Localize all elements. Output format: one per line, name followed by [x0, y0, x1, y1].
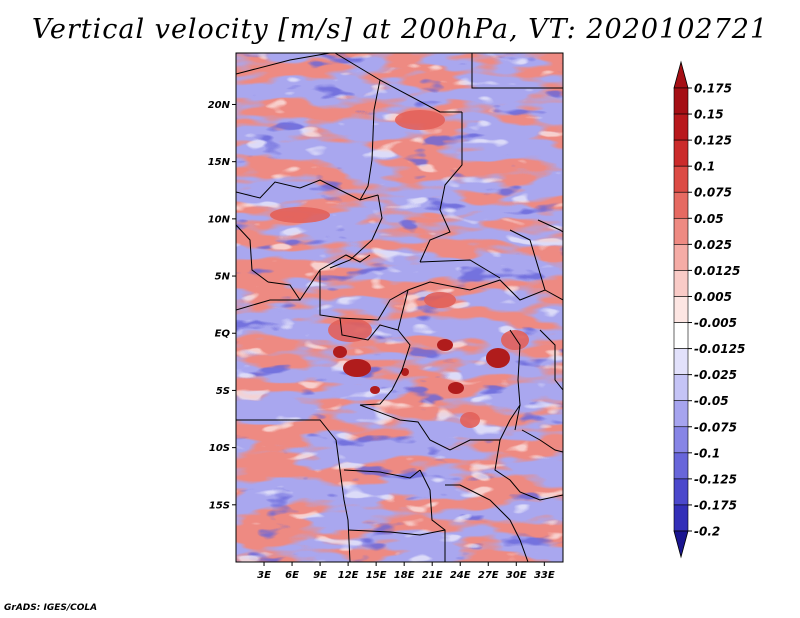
colorbar-label: -0.2 — [694, 525, 720, 539]
colorbar-over-triangle — [673, 60, 689, 89]
colorbar-label: 0.025 — [694, 238, 732, 252]
colorbar-label: -0.075 — [694, 420, 737, 434]
lon-tick-label: 30E — [506, 570, 527, 581]
lat-tick-label: 10N — [208, 214, 231, 225]
colorbar-swatch — [673, 244, 689, 271]
colorbar-swatch — [673, 426, 689, 454]
plot-title: Vertical velocity [m/s] at 200hPa, VT: 2… — [31, 14, 769, 45]
velocity-field — [236, 53, 563, 562]
lon-tick-label: 15E — [366, 570, 387, 581]
map-frame — [235, 52, 564, 563]
lat-tick-label: 5N — [215, 272, 231, 283]
country-borders — [236, 53, 563, 562]
colorbar-label: -0.0125 — [694, 342, 745, 356]
colorbar-swatch — [673, 296, 689, 323]
lat-tick-label: 15N — [208, 157, 231, 168]
colorbar-label: 0.075 — [694, 186, 732, 200]
colorbar-label: -0.05 — [694, 394, 729, 408]
colorbar-under-triangle — [673, 530, 689, 559]
lat-tick-label: 5S — [216, 386, 230, 397]
strong-ascent-spots — [333, 339, 510, 394]
colorbar: 0.175 0.15 0.125 0.1 0.075 0.05 0.025 0.0125 0.0… — [673, 60, 745, 559]
lon-tick-label: 6E — [285, 570, 299, 581]
colorbar-swatch — [673, 270, 689, 297]
lat-tick-label: EQ — [215, 329, 231, 340]
lon-tick-label: 18E — [394, 570, 415, 581]
colorbar-swatch — [673, 165, 689, 193]
field-white-texture — [236, 53, 563, 562]
colorbar-swatch — [673, 322, 689, 349]
colorbar-label: -0.025 — [694, 368, 737, 382]
lon-tick-label: 12E — [338, 570, 359, 581]
colorbar-label: 0.15 — [694, 108, 724, 122]
lat-tick-label: 10S — [209, 443, 230, 454]
colorbar-swatch — [673, 87, 689, 115]
lat-tick-label: 15S — [209, 500, 230, 511]
latitude-axis: 20N 15N 10N 5N EQ 5S 10S 15S — [208, 100, 236, 511]
lon-tick-label: 9E — [313, 570, 327, 581]
colorbar-swatch — [673, 400, 689, 428]
colorbar-label: 0.0125 — [694, 264, 740, 278]
colorbar-swatch — [673, 504, 689, 532]
colorbar-swatch — [673, 478, 689, 506]
colorbar-label: -0.005 — [694, 316, 737, 330]
colorbar-label: -0.1 — [694, 446, 720, 460]
colorbar-label: -0.125 — [694, 472, 737, 486]
colorbar-label: 0.05 — [694, 212, 724, 226]
colorbar-swatch — [673, 348, 689, 375]
colorbar-label: 0.005 — [694, 290, 732, 304]
lon-tick-label: 24E — [450, 570, 471, 581]
moderate-ascent-spots — [270, 110, 529, 428]
lon-tick-label: 3E — [257, 570, 271, 581]
grads-credit: GrADS: IGES/COLA — [4, 603, 98, 613]
colorbar-swatch — [673, 217, 689, 245]
colorbar-swatch — [673, 191, 689, 219]
colorbar-label: 0.125 — [694, 134, 732, 148]
longitude-axis: 3E 6E 9E 12E 15E 18E 21E 24E 27E 30E 33E — [257, 562, 555, 581]
colorbar-swatch — [673, 452, 689, 480]
colorbar-label: 0.1 — [694, 160, 715, 174]
colorbar-swatch — [673, 113, 689, 141]
colorbar-label: 0.175 — [694, 82, 732, 96]
lon-tick-label: 27E — [478, 570, 499, 581]
colorbar-swatch — [673, 139, 689, 167]
colorbar-label: -0.175 — [694, 498, 737, 512]
lat-tick-label: 20N — [208, 100, 231, 111]
lon-tick-label: 33E — [534, 570, 555, 581]
lon-tick-label: 21E — [422, 570, 443, 581]
colorbar-swatch — [673, 374, 689, 402]
